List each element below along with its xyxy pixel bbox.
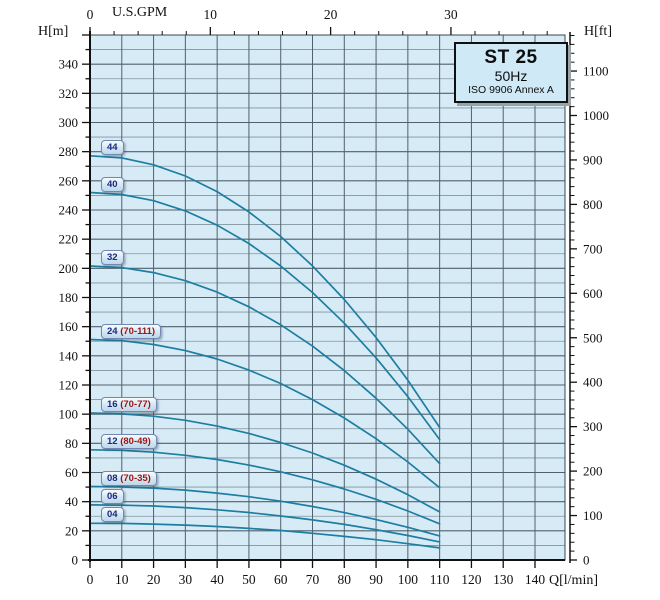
top-tick-label: 10 bbox=[204, 7, 218, 22]
pump-curve-44 bbox=[89, 154, 441, 429]
chart-title-box: ST 25 50Hz ISO 9906 Annex A bbox=[454, 42, 568, 103]
right-tick-label: 200 bbox=[583, 464, 603, 479]
left-axis-unit-label: H[m] bbox=[38, 24, 69, 39]
stage-count: 40 bbox=[107, 178, 118, 190]
left-tick-label: 120 bbox=[59, 378, 79, 393]
left-tick-label: 220 bbox=[59, 232, 79, 247]
left-tick-label: 20 bbox=[65, 523, 78, 538]
bottom-tick-label: 70 bbox=[306, 572, 320, 587]
stage-count: 08 bbox=[107, 472, 118, 484]
bottom-tick-label: 130 bbox=[493, 572, 514, 587]
left-tick-label: 140 bbox=[59, 348, 79, 363]
left-tick-label: 240 bbox=[59, 203, 79, 218]
top-tick-label: 30 bbox=[444, 7, 458, 22]
right-tick-label: 700 bbox=[583, 241, 603, 256]
curve-label-32: 32 bbox=[101, 250, 124, 265]
right-axis-unit-label: H[ft] bbox=[584, 24, 612, 39]
curve-label-44: 44 bbox=[101, 139, 124, 155]
stage-count: 32 bbox=[107, 252, 118, 263]
right-tick-label: 600 bbox=[583, 286, 603, 301]
right-tick-label: 400 bbox=[583, 375, 603, 390]
pump-frequency: 50Hz bbox=[494, 68, 528, 84]
bottom-tick-label: 50 bbox=[242, 572, 256, 587]
left-tick-label: 40 bbox=[65, 494, 78, 509]
stage-count: 06 bbox=[107, 490, 118, 502]
curve-label-16: 16 (70-77) bbox=[101, 397, 157, 412]
pump-curve-12 bbox=[89, 448, 441, 525]
bottom-tick-label: 80 bbox=[338, 572, 352, 587]
right-tick-label: 0 bbox=[583, 553, 590, 568]
pump-curve-04 bbox=[89, 522, 441, 549]
stage-count: 44 bbox=[107, 141, 118, 153]
left-tick-label: 180 bbox=[59, 290, 79, 305]
pump-curve-32 bbox=[89, 265, 441, 465]
stage-count: 16 bbox=[107, 399, 118, 410]
right-tick-label: 900 bbox=[583, 152, 603, 167]
curve-label-08: 08 (70-35) bbox=[101, 470, 157, 486]
left-tick-label: 280 bbox=[59, 144, 79, 159]
model-range: (70-35) bbox=[117, 472, 151, 484]
bottom-tick-label: 40 bbox=[210, 572, 224, 587]
right-tick-label: 500 bbox=[583, 330, 603, 345]
curve-label-40: 40 bbox=[101, 176, 124, 192]
model-range: (80-49) bbox=[117, 435, 151, 447]
bottom-tick-label: 10 bbox=[115, 572, 129, 587]
left-tick-label: 0 bbox=[72, 553, 79, 568]
curve-label-12: 12 (80-49) bbox=[101, 433, 157, 449]
bottom-tick-label: 0 bbox=[87, 572, 94, 587]
model-range: (70-77) bbox=[117, 399, 151, 410]
top-axis-unit-label: U.S.GPM bbox=[112, 5, 168, 20]
model-range: (70-111) bbox=[117, 325, 156, 337]
right-tick-label: 800 bbox=[583, 197, 603, 212]
pump-curve-40 bbox=[89, 191, 441, 441]
pump-curve-24 bbox=[89, 338, 441, 489]
bottom-axis-unit-label: Q[l/min] bbox=[549, 573, 598, 588]
left-tick-label: 200 bbox=[59, 261, 79, 276]
left-tick-label: 340 bbox=[59, 57, 79, 72]
left-tick-label: 300 bbox=[59, 115, 79, 130]
bottom-tick-label: 120 bbox=[461, 572, 482, 587]
right-tick-label: 300 bbox=[583, 419, 603, 434]
pump-curve-06 bbox=[89, 504, 441, 543]
stage-count: 12 bbox=[107, 435, 118, 447]
left-tick-label: 100 bbox=[59, 407, 79, 422]
bottom-tick-label: 20 bbox=[147, 572, 161, 587]
left-tick-label: 80 bbox=[65, 436, 78, 451]
left-tick-label: 260 bbox=[59, 173, 79, 188]
stage-count: 24 bbox=[107, 325, 118, 337]
right-tick-label: 100 bbox=[583, 508, 603, 523]
bottom-tick-label: 60 bbox=[274, 572, 288, 587]
left-tick-label: 60 bbox=[65, 465, 78, 480]
bottom-tick-label: 100 bbox=[398, 572, 419, 587]
top-tick-label: 20 bbox=[324, 7, 338, 22]
pump-curve-16 bbox=[89, 412, 441, 513]
pump-model-title: ST 25 bbox=[484, 47, 538, 68]
curve-label-06: 06 bbox=[101, 488, 124, 504]
left-tick-label: 160 bbox=[59, 319, 79, 334]
right-tick-label: 1100 bbox=[583, 64, 609, 79]
stage-count: 04 bbox=[107, 509, 118, 521]
bottom-tick-label: 140 bbox=[525, 572, 546, 587]
bottom-tick-label: 30 bbox=[179, 572, 193, 587]
bottom-tick-label: 110 bbox=[430, 572, 450, 587]
test-standard: ISO 9906 Annex A bbox=[468, 84, 554, 96]
bottom-tick-label: 90 bbox=[369, 572, 383, 587]
curve-label-04: 04 bbox=[101, 507, 124, 523]
top-tick-label: 0 bbox=[87, 7, 94, 22]
right-tick-label: 1000 bbox=[583, 108, 609, 123]
left-tick-label: 320 bbox=[59, 86, 79, 101]
pump-curve-08 bbox=[89, 485, 441, 537]
curve-label-24: 24 (70-111) bbox=[101, 323, 162, 339]
